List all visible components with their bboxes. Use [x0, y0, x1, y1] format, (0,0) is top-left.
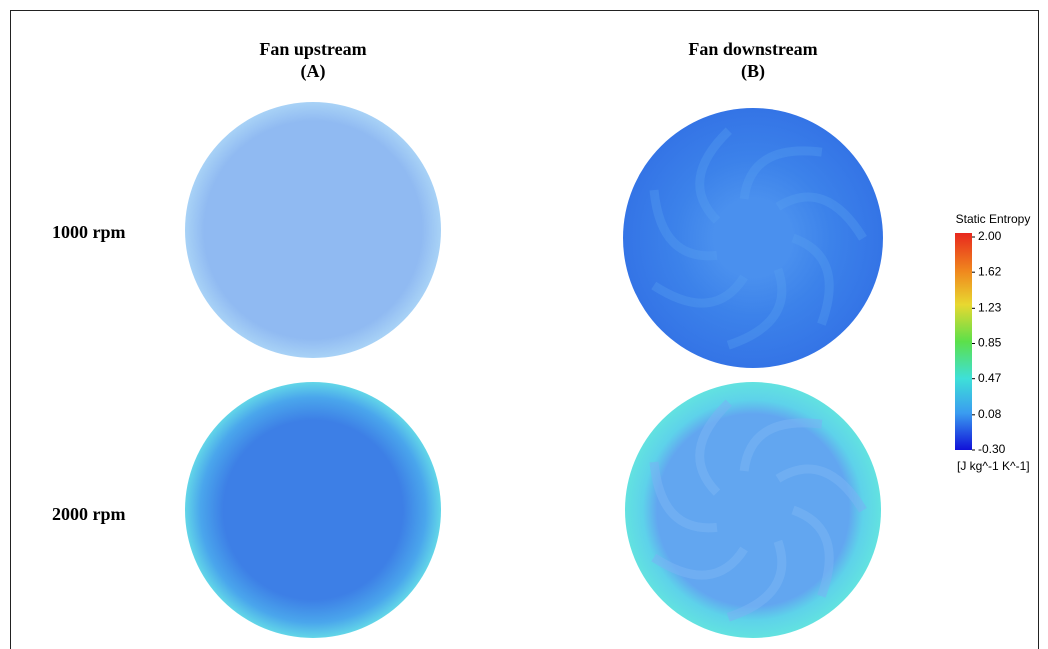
blade — [739, 418, 823, 472]
legend-tick-label: -0.30 — [978, 442, 1006, 456]
column-title: Fan downstream — [688, 39, 818, 59]
row-label: 1000 rpm — [52, 222, 126, 242]
contour-a-2000 — [185, 382, 441, 638]
blade — [775, 192, 867, 241]
legend-tick-label: 0.08 — [978, 407, 1002, 421]
legend-tick-label: 0.47 — [978, 371, 1002, 385]
blade — [649, 189, 718, 261]
blade — [695, 127, 732, 224]
legend-unit: [J kg^-1 K^-1] — [957, 459, 1030, 473]
blade — [651, 546, 748, 580]
contour-b-2000 — [625, 382, 881, 638]
blade — [649, 461, 718, 533]
column-header: Fan upstream (A) — [213, 38, 413, 82]
fan-blades — [649, 127, 867, 622]
legend-tick-label: 0.85 — [978, 336, 1002, 350]
blade — [791, 505, 834, 598]
blade — [775, 464, 867, 513]
legend-tick-label: 1.62 — [978, 264, 1002, 278]
legend-title: Static Entropy — [956, 212, 1031, 226]
blade — [651, 274, 748, 308]
colorbar — [955, 233, 972, 450]
frame — [10, 10, 1039, 649]
column-label: (B) — [741, 61, 765, 81]
legend-tick-label: 2.00 — [978, 229, 1002, 243]
row-label: 2000 rpm — [52, 504, 126, 524]
column-title: Fan upstream — [259, 39, 367, 59]
blade — [739, 146, 823, 200]
blade — [791, 233, 834, 326]
legend-tick-label: 1.23 — [978, 300, 1002, 314]
contour-b-1000 — [623, 108, 883, 368]
contour-a-1000 — [185, 102, 441, 358]
column-label: (A) — [300, 61, 326, 81]
blade — [726, 539, 787, 622]
blade — [726, 267, 787, 350]
blade — [695, 399, 732, 496]
column-header: Fan downstream (B) — [653, 38, 853, 82]
